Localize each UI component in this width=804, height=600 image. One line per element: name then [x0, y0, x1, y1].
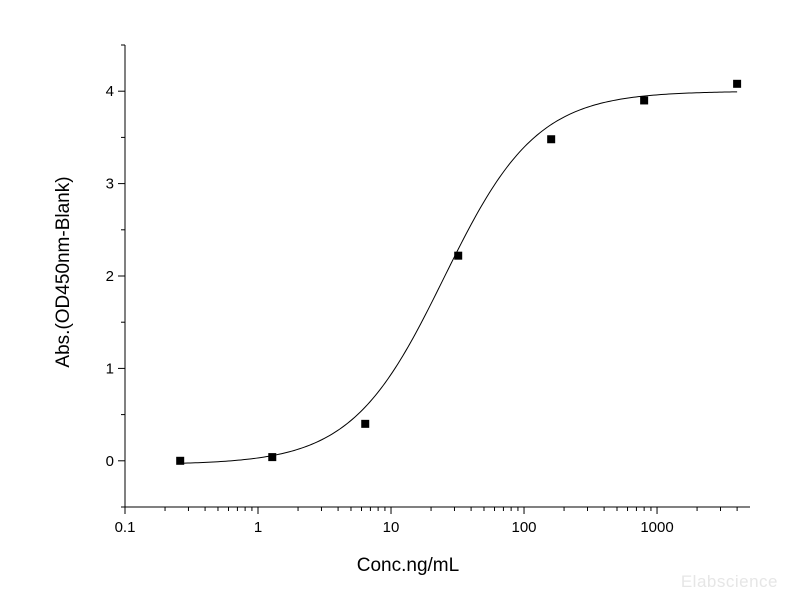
y-tick-label: 0 [106, 453, 114, 470]
x-tick-label: 1 [254, 519, 262, 536]
x-tick-label: 100 [512, 519, 537, 536]
data-point [640, 96, 649, 105]
data-point [176, 456, 185, 465]
fit-curve [180, 91, 738, 464]
x-axis-ticks: 0.1 1 10 100 1000 [115, 507, 738, 536]
x-tick-label: 0.1 [115, 519, 136, 536]
axes [124, 45, 750, 508]
x-axis-title: Conc.ng/mL [357, 555, 459, 576]
y-axis-ticks: 0 1 2 3 4 [106, 44, 125, 508]
data-points [176, 79, 742, 465]
y-tick-label: 1 [106, 360, 114, 377]
y-tick-label: 4 [106, 83, 114, 100]
data-point [733, 79, 742, 88]
data-point [547, 135, 556, 144]
y-tick-label: 2 [106, 268, 114, 285]
data-point [454, 251, 463, 260]
y-tick-label: 3 [106, 176, 114, 193]
data-point [268, 453, 277, 462]
x-tick-label: 1000 [640, 519, 673, 536]
y-axis-title: Abs.(OD450nm-Blank) [53, 176, 74, 367]
x-tick-label: 10 [383, 519, 400, 536]
watermark: Elabscience [680, 572, 778, 591]
data-point [361, 419, 370, 428]
